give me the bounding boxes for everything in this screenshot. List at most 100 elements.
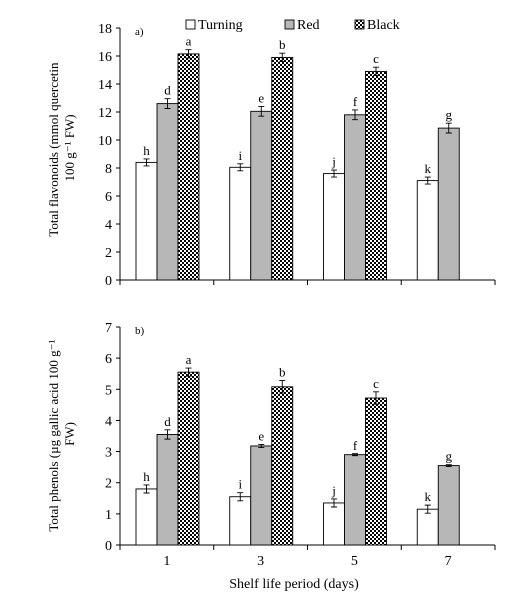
legend-swatch-red (284, 19, 295, 30)
legend-label-red: Red (297, 18, 320, 33)
significance-letter-turning-day-5: j (331, 483, 336, 498)
bar-turning-day-3 (229, 496, 252, 546)
error-bar-red-day-5 (352, 109, 358, 121)
bar-red-day-7 (437, 127, 460, 281)
bar-turning-day-3 (229, 166, 252, 281)
significance-letter-red-day-7: g (446, 107, 453, 122)
significance-letter-black-day-1: a (186, 352, 192, 367)
error-bar-red-day-3 (258, 105, 265, 117)
panel-b-y-tick-label: 7 (105, 321, 112, 336)
significance-letter-black-day-5: c (373, 51, 379, 66)
bar-red-day-5 (344, 114, 366, 281)
panel-a-ylabel-line-2: 100 g⁻¹ FW) (62, 114, 77, 181)
panel-b-ylabel-line-2: FW) (62, 422, 77, 446)
significance-letter-black-day-5: c (373, 376, 379, 391)
significance-letter-red-day-5: f (353, 438, 358, 453)
bar-turning-day-5 (323, 173, 345, 281)
panel-a-y-tick-label: 6 (105, 190, 112, 205)
error-bar-red-day-1 (164, 429, 171, 440)
error-bar-turning-day-7 (424, 504, 431, 514)
panel-a-y-tick-label: 8 (105, 162, 112, 177)
error-bar-black-day-5 (373, 391, 379, 405)
bar-black-day-3 (271, 56, 294, 281)
error-bar-red-day-7 (445, 122, 452, 134)
x-tick-label-7: 7 (445, 554, 452, 569)
error-bar-black-day-3 (279, 52, 286, 63)
significance-letter-turning-day-1: h (143, 469, 150, 484)
significance-letter-red-day-3: e (258, 90, 264, 105)
bar-red-day-1 (156, 103, 179, 281)
panel-a-y-tick-label: 12 (98, 106, 112, 121)
significance-letter-turning-day-1: h (143, 143, 150, 158)
error-bar-turning-day-1 (143, 158, 150, 167)
error-bar-black-day-1 (185, 367, 192, 377)
bar-turning-day-5 (323, 502, 345, 546)
bar-red-day-1 (156, 433, 179, 546)
significance-letter-black-day-3: b (279, 37, 286, 52)
error-bar-turning-day-7 (424, 176, 431, 185)
bar-red-day-3 (250, 110, 273, 281)
legend: Turning Red Black (185, 18, 400, 33)
panel-b-ylabel-line-1: Total phenols (µg gallic acid 100 g⁻¹ (46, 339, 61, 531)
bar-black-day-1 (177, 53, 200, 281)
bar-black-day-3 (271, 386, 294, 546)
panel-b-y-tick-label: 1 (105, 508, 112, 523)
panel-b-y-tick-label: 4 (105, 414, 112, 429)
significance-letter-turning-day-3: i (238, 148, 242, 163)
bar-red-day-3 (250, 445, 273, 546)
error-bar-black-day-1 (185, 49, 192, 59)
panel-a-y-tick-label: 0 (105, 274, 112, 289)
x-tick-label-1: 1 (163, 554, 170, 569)
error-bar-turning-day-1 (143, 484, 150, 494)
x-tick-label-5: 5 (351, 554, 358, 569)
panel-a-y-tick-label: 18 (98, 22, 112, 37)
bar-black-day-1 (177, 371, 200, 546)
legend-label-black: Black (367, 18, 400, 33)
panel-b-y-tick-label: 2 (105, 477, 112, 492)
legend-swatch-turning (185, 19, 196, 30)
x-axis-label: Shelf life period (days) (229, 577, 359, 592)
panel-a-y-tick-label: 10 (98, 134, 112, 149)
significance-letter-turning-day-7: k (425, 489, 432, 504)
panel-b-label: b) (135, 325, 145, 337)
error-bar-red-day-3 (258, 443, 265, 448)
panel-a-y-tick-label: 2 (105, 246, 112, 261)
chart-panel-b: b) Total phenols (µg gallic acid 100 g⁻¹… (46, 321, 496, 569)
bar-turning-day-7 (416, 180, 439, 281)
significance-letter-red-day-3: e (258, 428, 264, 443)
significance-letter-black-day-3: b (279, 365, 286, 380)
panel-a-ylabel-line-1: Total flavonoids (mmol quercetin (46, 62, 61, 237)
x-tick-label-3: 3 (257, 554, 264, 569)
significance-letter-turning-day-7: k (425, 161, 432, 176)
panel-b-ylabel: Total phenols (µg gallic acid 100 g⁻¹ FW… (46, 336, 77, 531)
error-bar-turning-day-3 (237, 492, 244, 502)
error-bar-red-day-7 (445, 464, 452, 467)
bar-red-day-5 (344, 454, 366, 546)
significance-letter-red-day-1: d (164, 83, 171, 98)
panel-b-y-tick-label: 6 (105, 352, 112, 367)
significance-letter-turning-day-5: j (331, 154, 336, 169)
panel-b-y-tick-label: 5 (105, 383, 112, 398)
error-bar-turning-day-5 (331, 169, 337, 178)
significance-letter-red-day-7: g (446, 449, 453, 464)
chart-panel-a: a) Total flavonoids (mmol quercetin 100 … (46, 22, 496, 289)
error-bar-turning-day-3 (237, 163, 244, 172)
significance-letter-red-day-1: d (164, 414, 171, 429)
significance-letter-red-day-5: f (353, 94, 358, 109)
bar-turning-day-7 (416, 508, 439, 546)
error-bar-red-day-1 (164, 98, 171, 109)
bar-turning-day-1 (135, 161, 158, 281)
panel-a-y-tick-label: 16 (98, 50, 112, 65)
bar-turning-day-1 (135, 488, 158, 546)
panel-a-label: a) (135, 26, 144, 38)
significance-letter-turning-day-3: i (238, 477, 242, 492)
legend-swatch-black (354, 19, 365, 30)
bar-red-day-7 (437, 465, 460, 546)
bar-black-day-5 (365, 397, 387, 546)
error-bar-turning-day-5 (331, 498, 337, 508)
significance-letter-black-day-1: a (186, 34, 192, 49)
error-bar-red-day-5 (352, 453, 358, 457)
panel-b-y-tick-label: 3 (105, 446, 112, 461)
panel-a-ylabel: Total flavonoids (mmol quercetin 100 g⁻¹… (46, 59, 77, 236)
